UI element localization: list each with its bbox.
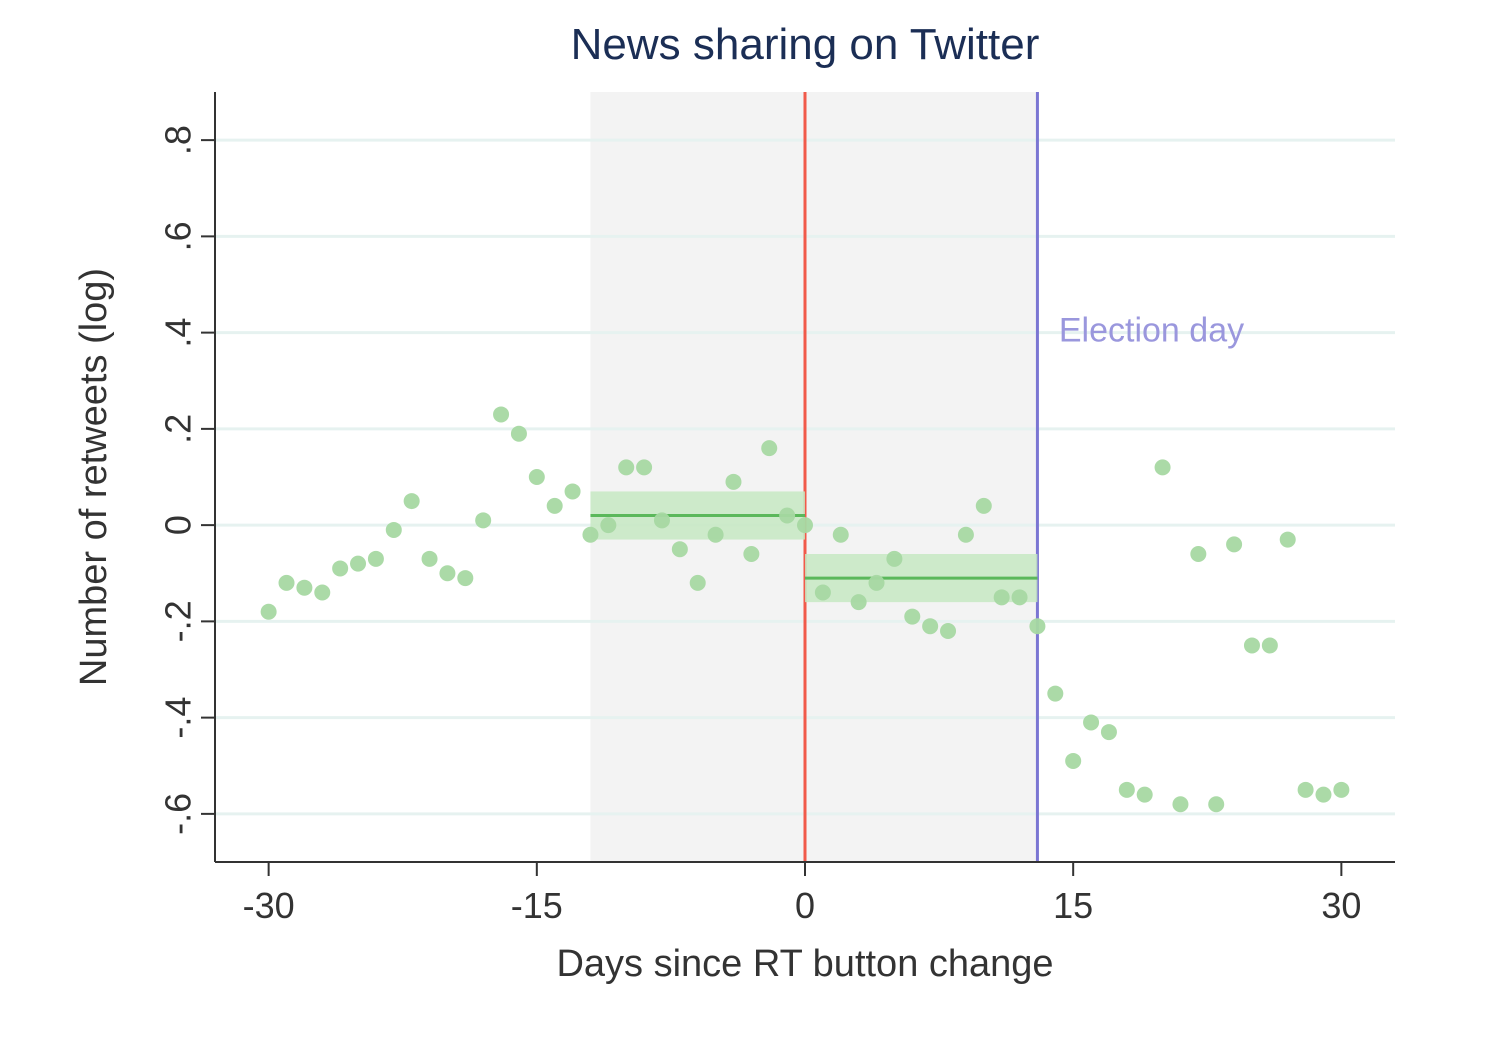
x-tick-label: -15 <box>511 885 563 926</box>
scatter-point <box>904 609 920 625</box>
scatter-point <box>332 560 348 576</box>
scatter-point <box>1155 459 1171 475</box>
scatter-point <box>922 618 938 634</box>
y-tick-label: .2 <box>158 414 199 444</box>
scatter-point <box>1262 637 1278 653</box>
x-axis-label: Days since RT button change <box>556 943 1053 985</box>
scatter-point <box>1226 536 1242 552</box>
scatter-point <box>1190 546 1206 562</box>
scatter-point <box>475 512 491 528</box>
scatter-point <box>1065 753 1081 769</box>
scatter-chart: -30 -15 0 15 30 -.6 -.4 -.2 0 .2 .4 .6 .8 Days since … <box>0 0 1492 1039</box>
scatter-point <box>976 498 992 514</box>
scatter-point <box>1333 782 1349 798</box>
scatter-point <box>1083 714 1099 730</box>
scatter-point <box>725 474 741 490</box>
scatter-point <box>1012 589 1028 605</box>
y-tick-label: .8 <box>158 125 199 155</box>
y-tick-label: .6 <box>158 221 199 251</box>
scatter-point <box>314 585 330 601</box>
x-tick-label: 30 <box>1321 885 1361 926</box>
y-axis-label: Number of retweets (log) <box>73 268 115 686</box>
scatter-point <box>1101 724 1117 740</box>
scatter-point <box>600 517 616 533</box>
scatter-point <box>708 527 724 543</box>
scatter-point <box>582 527 598 543</box>
scatter-point <box>439 565 455 581</box>
scatter-point <box>296 580 312 596</box>
scatter-point <box>833 527 849 543</box>
scatter-point <box>940 623 956 639</box>
scatter-point <box>457 570 473 586</box>
scatter-point <box>1280 532 1296 548</box>
scatter-point <box>1172 796 1188 812</box>
scatter-point <box>493 406 509 422</box>
x-tick-label: -30 <box>243 885 295 926</box>
y-tick-label: -.4 <box>158 697 199 739</box>
scatter-point <box>779 508 795 524</box>
x-tick-label: 0 <box>795 885 815 926</box>
scatter-point <box>422 551 438 567</box>
scatter-point <box>636 459 652 475</box>
chart-title: News sharing on Twitter <box>571 20 1040 69</box>
scatter-point <box>690 575 706 591</box>
scatter-point <box>261 604 277 620</box>
scatter-point <box>815 585 831 601</box>
scatter-point <box>851 594 867 610</box>
scatter-point <box>886 551 902 567</box>
scatter-point <box>1244 637 1260 653</box>
scatter-point <box>529 469 545 485</box>
x-tick-label: 15 <box>1053 885 1093 926</box>
y-tick-label: -.2 <box>158 600 199 642</box>
scatter-point <box>565 483 581 499</box>
shaded-region <box>590 92 1037 862</box>
scatter-point <box>958 527 974 543</box>
scatter-point <box>1137 787 1153 803</box>
scatter-point <box>761 440 777 456</box>
scatter-point <box>547 498 563 514</box>
y-tick-label: 0 <box>158 515 199 535</box>
scatter-point <box>1208 796 1224 812</box>
scatter-point <box>511 426 527 442</box>
scatter-point <box>404 493 420 509</box>
y-tick-label: -.6 <box>158 793 199 835</box>
scatter-point <box>797 517 813 533</box>
scatter-point <box>279 575 295 591</box>
scatter-point <box>1298 782 1314 798</box>
scatter-point <box>1029 618 1045 634</box>
scatter-point <box>743 546 759 562</box>
scatter-point <box>869 575 885 591</box>
scatter-point <box>368 551 384 567</box>
y-tick-label: .4 <box>158 318 199 348</box>
scatter-point <box>1119 782 1135 798</box>
scatter-point <box>672 541 688 557</box>
scatter-point <box>654 512 670 528</box>
scatter-point <box>1047 686 1063 702</box>
scatter-point <box>350 556 366 572</box>
scatter-point <box>1315 787 1331 803</box>
scatter-point <box>618 459 634 475</box>
scatter-point <box>386 522 402 538</box>
scatter-point <box>994 589 1010 605</box>
election-day-label: Election day <box>1059 312 1244 350</box>
